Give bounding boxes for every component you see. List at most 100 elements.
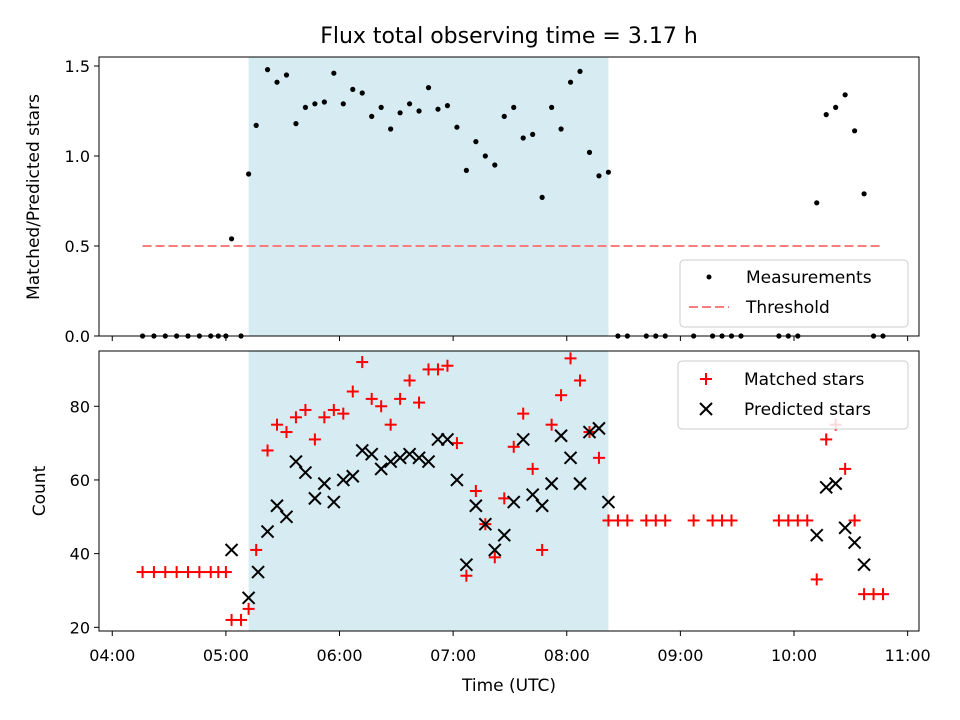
matched-point — [384, 418, 397, 431]
matched-point — [725, 514, 738, 527]
x-tick-label: 08:00 — [544, 646, 590, 665]
measurement-point — [253, 122, 259, 128]
matched-point — [365, 392, 378, 405]
predicted-point — [402, 447, 417, 461]
x-axis-label: Time (UTC) — [461, 676, 556, 696]
matched-point — [403, 374, 416, 387]
matched-point — [555, 389, 568, 402]
predicted-point — [327, 495, 341, 509]
predicted-point — [308, 491, 322, 506]
predicted-point — [525, 487, 540, 502]
predicted-point — [336, 473, 351, 487]
measurement-point — [302, 104, 309, 110]
matched-point — [356, 356, 369, 369]
measurement-point — [501, 113, 507, 119]
matched-point — [536, 543, 549, 556]
predicted-point — [279, 510, 294, 524]
predicted-point — [440, 432, 455, 447]
bottom-panel: 20 40 60 80 04:00 05:00 06:00 07:00 08:00 09:00 1… — [30, 350, 931, 696]
predicted-point — [535, 499, 549, 513]
predicted-point — [241, 591, 256, 605]
legend-threshold-label: Threshold — [745, 298, 830, 318]
y-tick-label: 80 — [70, 397, 90, 416]
measurement-point — [274, 79, 280, 85]
measurement-point — [558, 126, 564, 132]
measurement-point — [482, 153, 488, 159]
matched-point — [170, 566, 183, 579]
matched-point — [839, 462, 852, 475]
x-tick-label: 05:00 — [203, 646, 249, 665]
top-panel: 0.0 0.5 1.0 1.5 Matched/Predicted stars Mea… — [24, 56, 920, 346]
predicted-point — [847, 535, 862, 550]
measurement-point — [520, 135, 526, 141]
measurement-point — [567, 79, 574, 85]
predicted-point — [601, 495, 616, 509]
measurement-point — [861, 191, 867, 197]
matched-point — [375, 400, 388, 413]
bottom-legend: Matched stars Predicted stars — [677, 360, 909, 430]
measurement-point — [331, 70, 337, 76]
measurement-point — [852, 128, 858, 134]
predicted-point — [355, 443, 369, 458]
matched-point — [517, 407, 530, 420]
measurement-point — [359, 90, 365, 96]
predicted-point — [224, 543, 239, 557]
measurement-point — [586, 149, 593, 155]
matched-point — [327, 403, 340, 416]
measurement-point — [823, 112, 829, 118]
predicted-point — [563, 451, 578, 465]
y-tick-label: 40 — [70, 545, 90, 564]
measurement-point — [596, 173, 602, 179]
matched-point — [545, 418, 558, 431]
top-legend-box — [679, 259, 909, 328]
matched-point — [235, 613, 248, 626]
predicted-point — [497, 528, 511, 542]
top-panel-y-ticks: 0.0 0.5 1.0 1.5 — [65, 57, 99, 346]
matched-point — [159, 566, 172, 579]
matched-point — [346, 385, 359, 398]
measurement-point — [463, 167, 469, 173]
matched-point — [574, 374, 587, 387]
measurement-point — [228, 236, 235, 242]
matched-point — [564, 352, 577, 365]
predicted-point — [544, 476, 559, 491]
matched-point — [308, 433, 321, 446]
matched-point — [299, 403, 312, 416]
matched-point — [193, 566, 206, 579]
measurement-point — [406, 101, 413, 107]
measurement-point — [283, 72, 290, 78]
chart-title: Flux total observing time = 3.17 h — [320, 24, 698, 49]
matched-point — [147, 566, 160, 579]
top-panel-x-ticks — [111, 336, 909, 341]
measurement-point — [539, 194, 545, 200]
measurement-point — [388, 126, 394, 132]
predicted-point — [459, 557, 474, 572]
measurement-point — [577, 68, 583, 74]
predicted-point — [346, 469, 360, 483]
matched-point — [394, 392, 407, 405]
matched-point — [507, 440, 520, 453]
measurement-point — [425, 85, 432, 91]
matched-point — [431, 363, 444, 376]
measurement-point — [444, 103, 451, 109]
predicted-point — [516, 432, 530, 447]
matched-point — [289, 411, 302, 424]
measurement-point — [293, 121, 299, 127]
y-tick-label: 20 — [70, 618, 90, 637]
top-panel-frame — [98, 56, 920, 337]
x-tick-label: 11:00 — [885, 646, 931, 665]
measurement-point — [549, 104, 555, 110]
x-tick-label: 10:00 — [771, 646, 817, 665]
top-panel-shaded-span — [248, 57, 609, 336]
y-tick-label: 0.5 — [65, 237, 90, 256]
measurement-point — [350, 86, 356, 92]
predicted-point — [592, 421, 606, 436]
predicted-point — [819, 480, 833, 495]
predicted-point — [251, 565, 265, 579]
bottom-panel-ylabel: Count — [30, 465, 50, 516]
predicted-point — [270, 499, 284, 513]
predicted-point — [810, 528, 824, 542]
measurement-point — [416, 108, 422, 114]
matched-point — [219, 566, 232, 579]
matched-point — [318, 411, 331, 424]
